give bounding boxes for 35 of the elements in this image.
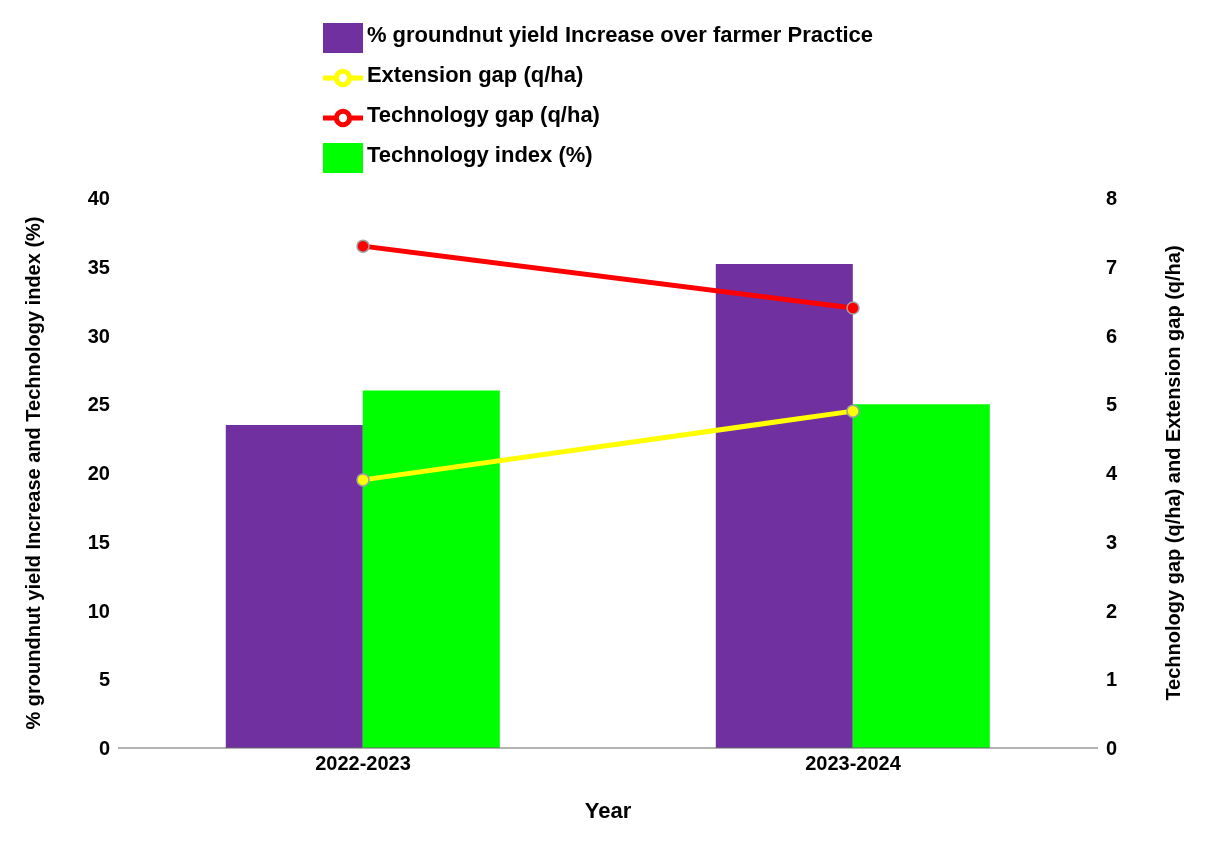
y-tick-label: 30 [87, 324, 110, 347]
legend-label: Technology gap (q/ha) [366, 102, 600, 128]
y-tick-label: 20 [87, 462, 110, 485]
point [356, 473, 370, 487]
point [846, 404, 860, 418]
bar [715, 264, 853, 748]
point [846, 301, 860, 315]
x-tick-label: 2022-2023 [315, 752, 411, 775]
y-tick-label: 0 [98, 737, 110, 760]
legend-label: % groundnut yield Increase over farmer Practice [366, 22, 874, 48]
y-tick-label: 5 [98, 668, 110, 691]
y2-tick-label: 8 [1106, 187, 1118, 210]
y2-tick-label: 3 [1106, 530, 1118, 553]
y-tick-label: 25 [87, 393, 110, 416]
legend-label: Technology index (%) [366, 142, 593, 168]
y-tick-label: 10 [87, 599, 110, 622]
legend-label: Extension gap (q/ha) [366, 62, 584, 88]
y2-axis-title: Technology gap (q/ha) and Extension gap (q/ha) [1162, 245, 1185, 701]
bar [225, 424, 363, 748]
y2-tick-label: 5 [1106, 393, 1118, 416]
y2-tick-label: 0 [1106, 737, 1118, 760]
y2-tick-label: 2 [1106, 599, 1118, 622]
bar [362, 390, 500, 748]
y2-tick-label: 1 [1106, 668, 1118, 691]
bar [852, 404, 990, 748]
y-tick-label: 35 [87, 255, 110, 278]
y2-tick-label: 7 [1106, 255, 1118, 278]
x-tick-label: 2023-2024 [805, 752, 902, 775]
point [356, 239, 370, 253]
y-tick-label: 15 [87, 530, 110, 553]
y2-tick-label: 6 [1106, 324, 1118, 347]
x-axis-title: Year [584, 798, 632, 823]
y-tick-label: 40 [87, 187, 110, 210]
y2-tick-label: 4 [1106, 462, 1118, 485]
y-axis-title: % groundnut yield Increase and Technology index (%) [22, 216, 45, 730]
